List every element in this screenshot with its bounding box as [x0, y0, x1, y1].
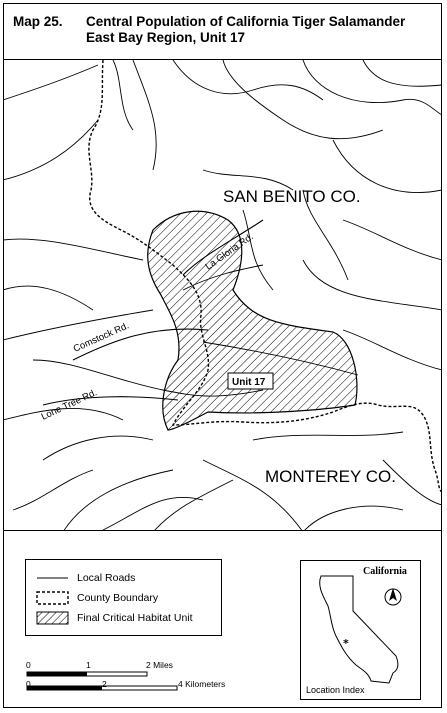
road-line-icon [36, 571, 69, 585]
road-label-comstock: Comstock Rd. [72, 320, 131, 354]
map-title-line2: East Bay Region, Unit 17 [86, 30, 246, 45]
county-boundary [88, 60, 442, 493]
location-marker-icon: * [343, 637, 349, 650]
legend: Local Roads County Boundary Final Critic… [25, 559, 222, 636]
local-roads [3, 60, 442, 530]
map-number: Map 25. [13, 14, 63, 29]
north-arrow-icon [384, 588, 402, 606]
map-panel: SAN BENITO CO. MONTEREY CO. La Gloria Rd… [3, 59, 442, 531]
county-boundary-icon [36, 591, 69, 605]
unit-label-box [227, 372, 274, 390]
county-label-monterey: MONTEREY CO. [265, 467, 396, 486]
road-label-lone-tree: Lone Tree Rd. [40, 387, 99, 422]
habitat-unit-17 [147, 210, 358, 431]
county-label-san-benito: SAN BENITO CO. [223, 187, 361, 206]
map-title-line1: Central Population of California Tiger S… [86, 14, 406, 29]
california-outline: * [319, 575, 402, 684]
legend-item-habitat: Final Critical Habitat Unit [36, 610, 193, 626]
unit-label: Unit 17 [232, 377, 266, 388]
inset-title: California [363, 566, 407, 577]
scale-bar: 0 1 2 Miles 0 2 4 Kilometers [22, 660, 272, 700]
scale-bar-graphic [26, 671, 178, 691]
inset-caption: Location Index [306, 685, 365, 695]
legend-item-roads: Local Roads [36, 570, 135, 586]
hatch-swatch-icon [36, 611, 69, 625]
location-index-inset: California * Location Index [300, 560, 421, 700]
map-header: Map 25. Central Population of California… [3, 3, 442, 59]
legend-item-county-boundary: County Boundary [36, 590, 158, 606]
map-canvas: SAN BENITO CO. MONTEREY CO. La Gloria Rd… [3, 60, 442, 530]
